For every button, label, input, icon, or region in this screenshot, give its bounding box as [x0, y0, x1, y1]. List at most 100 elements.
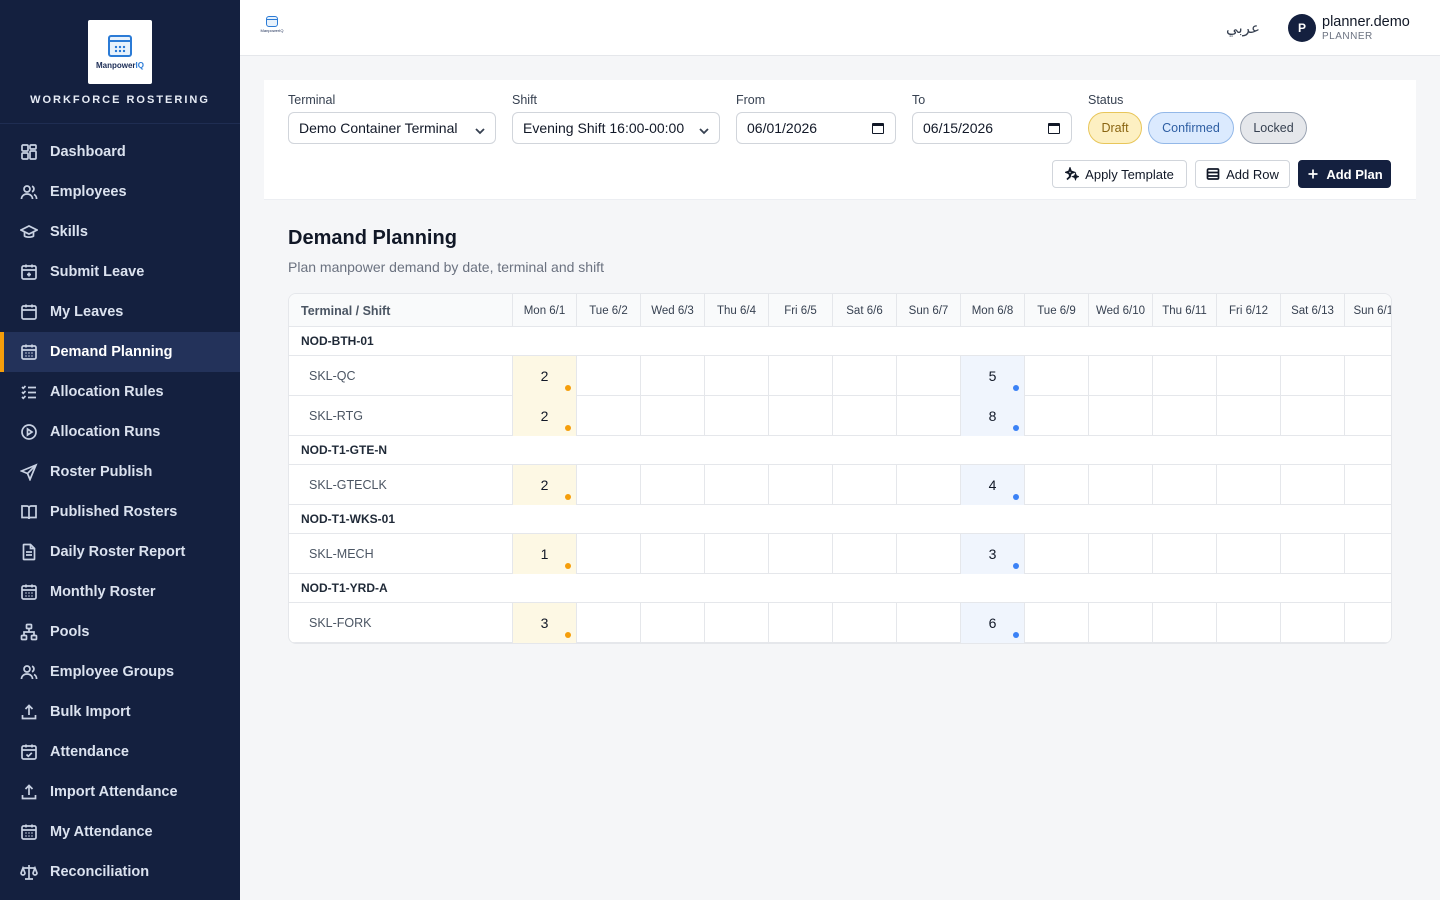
shift-select[interactable]: Evening Shift 16:00-00:00 [512, 112, 720, 144]
demand-cell[interactable] [1153, 465, 1217, 505]
apply-template-button[interactable]: Apply Template [1052, 160, 1187, 188]
language-toggle[interactable]: عربي [1226, 19, 1260, 37]
from-date-input[interactable]: 06/01/2026 [736, 112, 896, 144]
sidebar-item-monthly-roster[interactable]: Monthly Roster [0, 572, 240, 612]
sidebar-item-submit-leave[interactable]: Submit Leave [0, 252, 240, 292]
sidebar-item-import-attendance[interactable]: Import Attendance [0, 772, 240, 812]
demand-cell[interactable] [641, 603, 705, 643]
demand-cell[interactable] [1089, 603, 1153, 643]
demand-cell[interactable]: 3 [961, 534, 1025, 574]
sidebar-item-allocation-rules[interactable]: Allocation Rules [0, 372, 240, 412]
status-draft-chip[interactable]: Draft [1088, 112, 1142, 144]
demand-cell[interactable] [1025, 356, 1089, 396]
sidebar-item-daily-roster-report[interactable]: Daily Roster Report [0, 532, 240, 572]
sidebar-item-dashboard[interactable]: Dashboard [0, 132, 240, 172]
demand-cell[interactable] [705, 603, 769, 643]
demand-cell[interactable] [705, 356, 769, 396]
demand-cell[interactable] [577, 534, 641, 574]
demand-cell[interactable] [705, 534, 769, 574]
demand-cell[interactable] [769, 603, 833, 643]
demand-cell[interactable] [833, 534, 897, 574]
demand-cell[interactable] [641, 534, 705, 574]
status-confirmed-chip[interactable]: Confirmed [1148, 112, 1234, 144]
sidebar-item-my-attendance[interactable]: My Attendance [0, 812, 240, 852]
demand-cell[interactable] [1089, 396, 1153, 436]
demand-cell[interactable] [1089, 356, 1153, 396]
demand-cell[interactable]: 4 [961, 465, 1025, 505]
demand-cell[interactable] [641, 396, 705, 436]
sidebar-item-published-rosters[interactable]: Published Rosters [0, 492, 240, 532]
demand-cell[interactable] [1281, 396, 1345, 436]
demand-cell[interactable] [1345, 534, 1391, 574]
demand-cell[interactable] [1281, 534, 1345, 574]
demand-cell[interactable]: 5 [961, 356, 1025, 396]
add-plan-button[interactable]: Add Plan [1298, 160, 1391, 188]
demand-cell[interactable] [833, 465, 897, 505]
demand-cell[interactable] [1153, 534, 1217, 574]
demand-cell[interactable] [897, 396, 961, 436]
demand-cell[interactable] [769, 534, 833, 574]
calendar-icon[interactable] [871, 121, 885, 135]
demand-cell[interactable] [1345, 356, 1391, 396]
demand-cell[interactable]: 2 [513, 465, 577, 505]
app-logo[interactable]: ManpowerIQ [88, 20, 152, 84]
demand-cell[interactable] [1345, 396, 1391, 436]
sidebar-item-bulk-import[interactable]: Bulk Import [0, 692, 240, 732]
demand-cell[interactable] [1153, 396, 1217, 436]
demand-cell[interactable] [1025, 465, 1089, 505]
sidebar-item-roster-publish[interactable]: Roster Publish [0, 452, 240, 492]
demand-cell[interactable] [833, 603, 897, 643]
sidebar-item-employee-groups[interactable]: Employee Groups [0, 652, 240, 692]
demand-cell[interactable] [1217, 356, 1281, 396]
demand-cell[interactable] [833, 396, 897, 436]
demand-cell[interactable]: 2 [513, 396, 577, 436]
sidebar-item-allocation-runs[interactable]: Allocation Runs [0, 412, 240, 452]
demand-cell[interactable] [705, 465, 769, 505]
demand-cell[interactable] [897, 356, 961, 396]
sidebar-item-demand-planning[interactable]: Demand Planning [0, 332, 240, 372]
demand-cell[interactable] [1217, 396, 1281, 436]
sidebar-item-pools[interactable]: Pools [0, 612, 240, 652]
demand-cell[interactable]: 8 [961, 396, 1025, 436]
demand-cell[interactable] [1217, 534, 1281, 574]
status-locked-chip[interactable]: Locked [1240, 112, 1307, 144]
user-name[interactable]: planner.demo [1322, 14, 1410, 30]
demand-cell[interactable] [577, 603, 641, 643]
header-logo[interactable]: ManpowerIQ [258, 16, 286, 38]
demand-cell[interactable] [1089, 465, 1153, 505]
demand-cell[interactable] [1089, 534, 1153, 574]
demand-cell[interactable] [1217, 603, 1281, 643]
demand-cell[interactable] [769, 356, 833, 396]
demand-cell[interactable] [897, 534, 961, 574]
demand-cell[interactable] [897, 603, 961, 643]
sidebar-item-employees[interactable]: Employees [0, 172, 240, 212]
demand-cell[interactable]: 1 [513, 534, 577, 574]
demand-cell[interactable] [1217, 465, 1281, 505]
demand-cell[interactable] [1281, 356, 1345, 396]
sidebar-item-attendance[interactable]: Attendance [0, 732, 240, 772]
demand-cell[interactable] [641, 465, 705, 505]
add-row-button[interactable]: Add Row [1195, 160, 1290, 188]
demand-cell[interactable] [641, 356, 705, 396]
demand-cell[interactable] [1345, 603, 1391, 643]
demand-cell[interactable]: 3 [513, 603, 577, 643]
demand-cell[interactable] [897, 465, 961, 505]
demand-cell[interactable] [769, 396, 833, 436]
demand-cell[interactable] [1025, 396, 1089, 436]
demand-cell[interactable] [769, 465, 833, 505]
demand-cell[interactable]: 6 [961, 603, 1025, 643]
demand-cell[interactable] [1153, 603, 1217, 643]
demand-cell[interactable] [833, 356, 897, 396]
demand-cell[interactable] [1281, 603, 1345, 643]
demand-cell[interactable] [577, 396, 641, 436]
sidebar-item-my-leaves[interactable]: My Leaves [0, 292, 240, 332]
demand-cell[interactable]: 2 [513, 356, 577, 396]
avatar[interactable]: P [1288, 14, 1316, 42]
terminal-select[interactable]: Demo Container Terminal [288, 112, 496, 144]
demand-cell[interactable] [1153, 356, 1217, 396]
calendar-icon[interactable] [1047, 121, 1061, 135]
sidebar-item-skills[interactable]: Skills [0, 212, 240, 252]
demand-cell[interactable] [705, 396, 769, 436]
demand-cell[interactable] [1281, 465, 1345, 505]
demand-cell[interactable] [1025, 534, 1089, 574]
